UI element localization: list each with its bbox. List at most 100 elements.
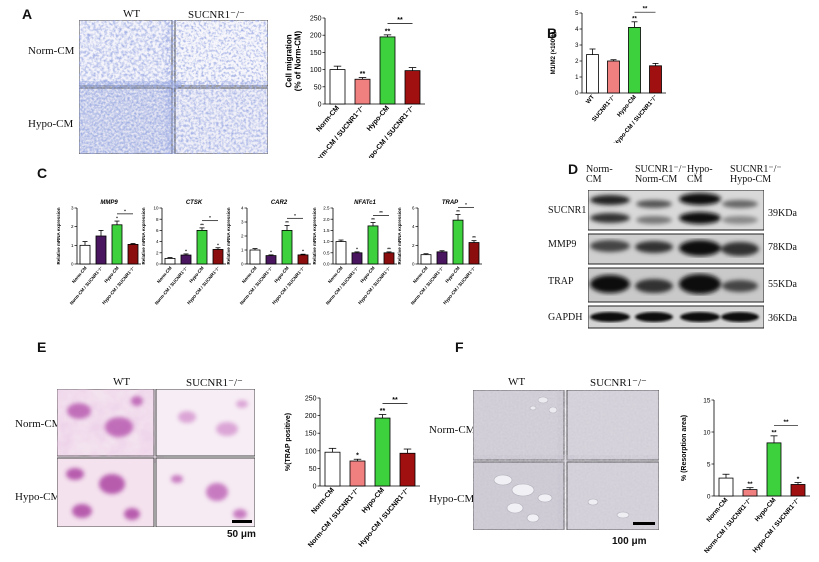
panel-letter-d: D (568, 161, 579, 177)
blot-size-sucnr1: 39KDa (768, 208, 797, 219)
category-label: Norm-CM / SUCNR1⁻/⁻ (154, 265, 189, 306)
blot-lane-label-1: Norm- CM (586, 164, 613, 185)
chart-e: 0 50 100 150 200 250 %(TRAP positive) Norm-CM * N… (285, 395, 420, 549)
category-label: Hypo-CM (188, 265, 205, 284)
bracket-label: * (124, 208, 126, 213)
blot-protein-mmp9: MMP9 (548, 239, 577, 250)
y-tick-label: 250 (305, 395, 317, 402)
bracket-label: * (209, 215, 211, 220)
blot-size-mmp9: 78KDa (768, 242, 797, 253)
significance-star: * (356, 453, 359, 460)
y-tick-label: 250 (310, 15, 322, 22)
bar (420, 254, 432, 265)
y-tick-label: 4 (241, 206, 244, 211)
blot-bands-mmp9 (590, 240, 759, 256)
significance-star: * (302, 249, 304, 254)
blot-lane-label-4: SUCNR1⁻/⁻ Hypo-CM (730, 164, 782, 185)
y-tick-label: 4 (156, 239, 159, 244)
category-label: Hypo-CM (754, 497, 778, 523)
y-tick-label: 0 (313, 483, 317, 490)
bar (79, 244, 91, 265)
bar (164, 258, 176, 265)
bar (212, 249, 224, 265)
category-label: Hypo-CM / SUCNR1⁻/⁻ (358, 487, 412, 549)
panel-f-col-label-ko: SUCNR1⁻/⁻ (590, 377, 647, 389)
micrograph-e-ko-norm (155, 389, 255, 457)
bracket-label: ** (783, 419, 789, 426)
bar (95, 235, 107, 265)
significance-star: ** (285, 220, 289, 225)
significance-star: * (797, 476, 800, 483)
bar (374, 417, 391, 487)
bar (379, 36, 396, 105)
y-tick-label: 3 (575, 43, 579, 49)
bar (628, 26, 641, 94)
category-label: Hypo-CM (617, 94, 639, 118)
blot-bands-trap (590, 274, 758, 294)
y-tick-label: 10 (153, 206, 159, 211)
significance-star: ** (360, 71, 366, 78)
panel-a-col-label-wt: WT (123, 8, 141, 20)
significance-star: ** (385, 28, 391, 35)
significance-star: * (270, 249, 272, 254)
panel-a-row-label-hypo: Hypo-CM (28, 118, 74, 130)
blot-bands-gapdh (590, 312, 759, 322)
bar (452, 219, 464, 265)
y-tick-label: 150 (305, 431, 317, 438)
panel-e-row-label-norm: Norm-CM (15, 418, 62, 430)
y-axis-label: Relative mRNA expression (312, 207, 317, 264)
blot-protein-trap: TRAP (548, 276, 574, 287)
chart-c-ctsk: CTSK 0 2 4 6 8 10 Relative mRNA expression Norm-… (141, 200, 226, 306)
y-tick-label: 5 (575, 11, 579, 17)
panel-e-scale-bar-label: 50 μm (227, 529, 256, 540)
category-label: Hypo-CM / SUCNR1⁻/⁻ (442, 265, 477, 305)
blot-size-trap: 55KDa (768, 279, 797, 290)
y-tick-label: 0 (318, 101, 322, 108)
y-tick-label: 0 (241, 262, 244, 267)
panel-e-col-label-ko: SUCNR1⁻/⁻ (186, 377, 243, 389)
blot-size-gapdh: 36KDa (768, 313, 797, 324)
category-label: Norm-CM (705, 497, 729, 524)
category-label: Norm-CM / SUCNR1⁻/⁻ (410, 265, 445, 306)
y-axis-label: Cell migration(% of Norm-CM) (284, 30, 302, 91)
western-blot (588, 190, 764, 329)
bar (404, 70, 421, 105)
category-label: Norm-CM (310, 487, 336, 516)
bar (351, 252, 363, 265)
y-tick-label: 2 (575, 59, 579, 65)
bar (607, 60, 620, 94)
bar (742, 489, 758, 497)
panel-letter-f: F (455, 339, 464, 355)
y-tick-label: 2.5 (323, 206, 330, 211)
bar (281, 230, 293, 265)
bar (383, 252, 395, 265)
panel-e-micrographs (57, 389, 255, 527)
panel-f-scale-bar-line (633, 522, 655, 525)
y-tick-label: 0.0 (323, 262, 330, 267)
significance-star: ** (632, 16, 637, 22)
y-tick-label: 6 (412, 206, 415, 211)
bar (329, 69, 346, 105)
category-label: Norm-CM / SUCNR1⁻/⁻ (325, 265, 360, 306)
y-axis-label: Relative mRNA expression (226, 207, 231, 264)
bar (468, 242, 480, 265)
category-label: Hypo-CM (444, 265, 461, 284)
panel-f-col-label-wt: WT (508, 376, 526, 388)
bar (335, 241, 347, 265)
bar (354, 78, 371, 105)
bar (349, 460, 366, 487)
blot-lane-label-3: Hypo- CM (687, 164, 713, 185)
y-tick-label: 0 (156, 262, 159, 267)
panel-e-row-label-hypo: Hypo-CM (15, 491, 61, 503)
panel-f-micrographs (473, 390, 659, 530)
bar (436, 251, 448, 265)
significance-star: ** (371, 217, 375, 222)
significance-star: ** (456, 209, 460, 214)
category-label: Hypo-CM (359, 265, 376, 284)
y-tick-label: 1 (575, 75, 579, 81)
category-label: Norm-CM / SUCNR1⁻/⁻ (703, 496, 754, 553)
bracket-label: ** (397, 17, 403, 24)
blot-protein-sucnr1: SUCNR1 (548, 205, 587, 216)
chart-title: NFATc1 (354, 200, 376, 206)
y-tick-label: 0 (412, 262, 415, 267)
